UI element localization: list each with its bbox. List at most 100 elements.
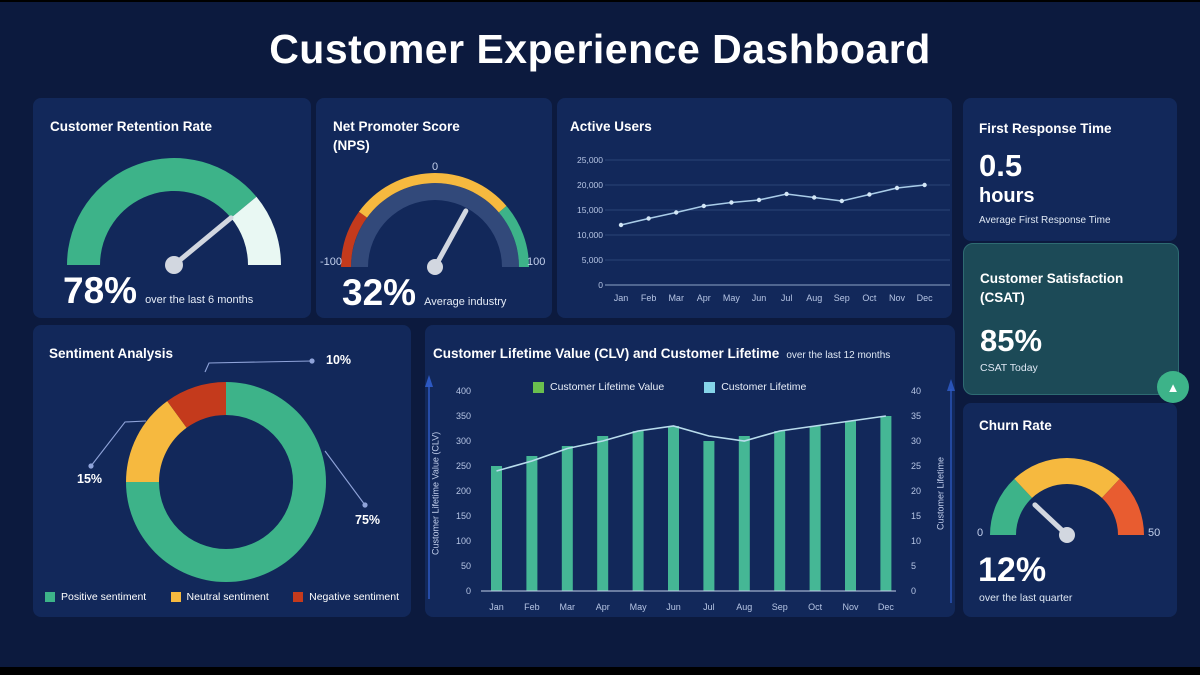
churn-gauge — [990, 458, 1144, 543]
svg-text:5: 5 — [911, 561, 916, 571]
svg-text:15,000: 15,000 — [577, 205, 603, 215]
nps-axis-mid: 0 — [431, 161, 439, 173]
card-nps: Net Promoter Score (NPS) -100 0 100 32% … — [316, 98, 552, 318]
clv-combo-chart: 0 50 100 150 200 250 300 350 400 0 5 10 15 20 25 30 35 40… — [425, 375, 955, 612]
svg-text:Oct: Oct — [862, 293, 877, 303]
svg-text:May: May — [723, 293, 741, 303]
retention-gauge — [67, 158, 281, 274]
card-csat: Customer Satisfaction (CSAT) 85% CSAT To… — [963, 243, 1189, 403]
sentiment-donut-chart — [88, 358, 368, 582]
sentiment-callout-positive: 75% — [355, 513, 381, 527]
negative-swatch-icon — [293, 592, 304, 602]
clv-subtitle: over the last 12 months — [786, 350, 891, 361]
positive-swatch-icon — [45, 592, 55, 602]
svg-text:25,000: 25,000 — [577, 155, 603, 165]
svg-text:Sep: Sep — [772, 602, 788, 612]
letterbox-top — [0, 0, 1200, 2]
clv-right-axis-title: Customer Lifetime — [935, 456, 946, 530]
svg-text:20: 20 — [911, 486, 921, 496]
svg-text:10: 10 — [911, 536, 921, 546]
churn-caption: over the last quarter — [979, 592, 1073, 604]
clv-legend: Customer Lifetime Value Customer Lifetim… — [533, 381, 806, 393]
legend-item-clv-bar: Customer Lifetime Value — [533, 381, 664, 393]
card-retention-rate: Customer Retention Rate 78% over the las… — [33, 98, 311, 318]
neutral-legend-label: Neutral sentiment — [186, 591, 269, 603]
sentiment-legend: Positive sentiment Neutral sentiment Neg… — [45, 591, 399, 603]
card-first-response-time: First Response Time 0.5 hours Average Fi… — [963, 98, 1177, 241]
trend-up-glyph: ▲ — [1166, 379, 1180, 395]
nps-caption: Average industry — [424, 296, 507, 308]
svg-text:Aug: Aug — [736, 602, 752, 612]
page-title: Customer Experience Dashboard — [269, 26, 931, 72]
nps-gauge — [341, 173, 529, 275]
svg-text:Dec: Dec — [917, 293, 934, 303]
frt-caption: Average First Response Time — [979, 215, 1111, 226]
svg-text:Jun: Jun — [666, 602, 681, 612]
svg-text:350: 350 — [456, 411, 471, 421]
svg-text:Sep: Sep — [834, 293, 850, 303]
nps-value: 32% — [342, 272, 417, 313]
svg-text:0: 0 — [466, 586, 471, 596]
svg-text:10,000: 10,000 — [577, 230, 603, 240]
card-clv: Customer Lifetime Value (CLV) and Custom… — [425, 325, 955, 617]
svg-text:200: 200 — [456, 486, 471, 496]
svg-text:30: 30 — [911, 436, 921, 446]
clv-line-legend-label: Customer Lifetime — [721, 381, 807, 393]
svg-text:Mar: Mar — [668, 293, 684, 303]
sentiment-title: Sentiment Analysis — [49, 346, 174, 361]
retention-title: Customer Retention Rate — [50, 119, 213, 134]
nps-title: Net Promoter Score (NPS) — [333, 119, 460, 153]
letterbox-bottom — [0, 667, 1200, 675]
neutral-swatch-icon — [170, 592, 181, 602]
legend-item-negative: Negative sentiment — [293, 591, 399, 603]
churn-axis-max: 50 — [1148, 527, 1161, 539]
positive-legend-label: Positive sentiment — [61, 591, 147, 603]
clv-bar-legend-label: Customer Lifetime Value — [550, 381, 665, 393]
csat-value: 85% — [980, 323, 1043, 358]
svg-text:Oct: Oct — [808, 602, 823, 612]
svg-text:100: 100 — [456, 536, 471, 546]
svg-text:Dec: Dec — [878, 602, 895, 612]
clv-title: Customer Lifetime Value (CLV) and Custom… — [433, 346, 780, 361]
svg-text:Apr: Apr — [596, 602, 610, 612]
legend-item-positive: Positive sentiment — [45, 591, 146, 603]
svg-text:Nov: Nov — [842, 602, 859, 612]
clv-bar-swatch-icon — [533, 381, 544, 393]
svg-text:Jul: Jul — [781, 293, 793, 303]
nps-axis-min: -100 — [320, 256, 343, 268]
svg-text:Jan: Jan — [489, 602, 504, 612]
nps-axis-max: 100 — [527, 256, 546, 268]
clv-left-axis-title: Customer Lifetime Value (CLV) — [430, 431, 441, 555]
retention-value: 78% — [63, 270, 138, 311]
churn-value: 12% — [978, 551, 1047, 589]
svg-text:Nov: Nov — [889, 293, 906, 303]
svg-text:0: 0 — [911, 586, 916, 596]
frt-unit: hours — [979, 185, 1035, 207]
svg-text:15: 15 — [911, 511, 921, 521]
svg-text:300: 300 — [456, 436, 471, 446]
svg-text:35: 35 — [911, 411, 921, 421]
svg-text:Aug: Aug — [806, 293, 822, 303]
svg-text:0: 0 — [598, 280, 603, 290]
legend-item-clv-line: Customer Lifetime — [704, 381, 806, 393]
svg-text:Jul: Jul — [703, 602, 715, 612]
frt-title: First Response Time — [979, 121, 1112, 136]
svg-text:5,000: 5,000 — [582, 255, 604, 265]
svg-text:May: May — [630, 602, 648, 612]
trend-up-icon: ▲ — [1157, 371, 1189, 403]
frt-value: 0.5 — [979, 148, 1023, 183]
clv-line-swatch-icon — [704, 381, 716, 393]
svg-text:Jun: Jun — [752, 293, 767, 303]
svg-text:250: 250 — [456, 461, 471, 471]
active-users-title: Active Users — [570, 119, 652, 134]
retention-caption: over the last 6 months — [145, 294, 254, 306]
svg-text:Mar: Mar — [560, 602, 576, 612]
svg-text:Feb: Feb — [524, 602, 540, 612]
csat-caption: CSAT Today — [980, 362, 1038, 374]
negative-legend-label: Negative sentiment — [309, 591, 399, 603]
svg-text:40: 40 — [911, 386, 921, 396]
sentiment-callout-negative: 10% — [326, 353, 352, 367]
svg-text:25: 25 — [911, 461, 921, 471]
legend-item-neutral: Neutral sentiment — [170, 591, 269, 603]
sentiment-callout-neutral: 15% — [77, 472, 103, 486]
